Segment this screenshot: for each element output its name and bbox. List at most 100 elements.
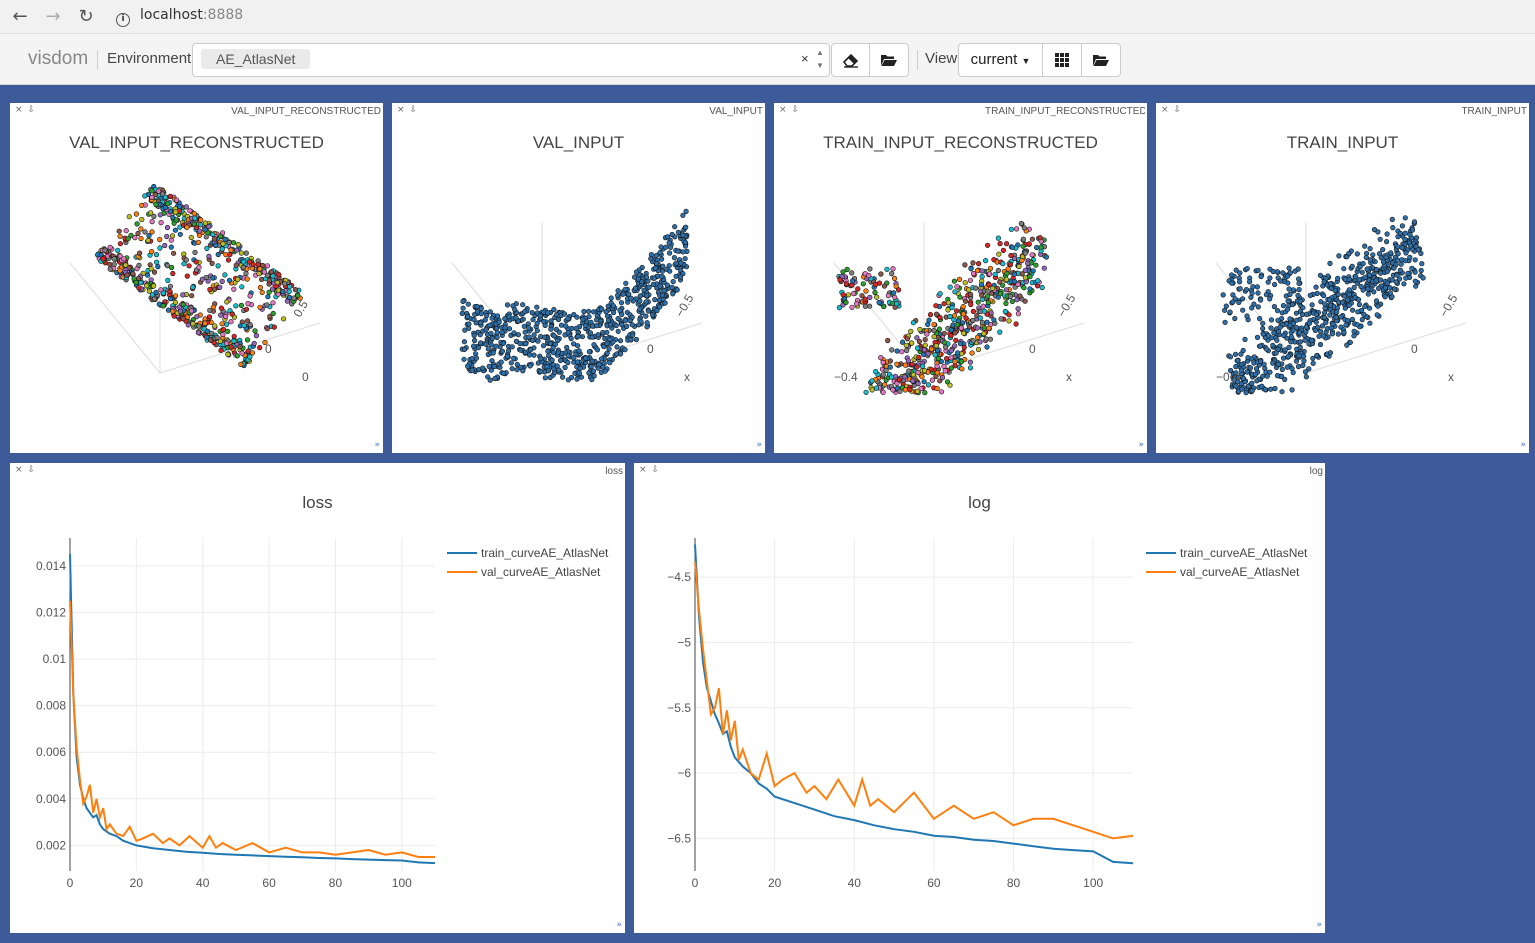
scatter-3d-plot[interactable]: −0.5 0 x — [392, 103, 765, 453]
repack-button[interactable] — [1042, 43, 1082, 77]
environment-select[interactable]: AE_AtlasNet × ▲ ▼ — [192, 43, 830, 77]
scatter-3d-plot[interactable]: −0.5 0 x −0.4 — [774, 103, 1147, 453]
back-arrow-icon[interactable]: ← — [12, 6, 28, 27]
pane-controls[interactable]: ×⇩ — [15, 105, 40, 115]
legend-label[interactable]: val_curveAE_AtlasNet — [1180, 565, 1300, 579]
pane-controls[interactable]: ×⇩ — [779, 105, 804, 115]
pane-log[interactable]: ×⇩ log log 0 20 40 60 80 100 −6.5 −6 −5.5 −5 −4.5 t… — [634, 463, 1325, 933]
scatter-3d-plot[interactable]: 0.500 — [10, 103, 383, 453]
scatter-point — [1384, 239, 1390, 245]
resize-handle-icon[interactable]: » — [756, 440, 762, 450]
legend-label[interactable]: train_curveAE_AtlasNet — [1180, 546, 1308, 560]
scatter-point — [1257, 358, 1264, 364]
scatter-point — [1408, 243, 1414, 249]
resize-handle-icon[interactable]: » — [1316, 920, 1322, 930]
resize-handle-icon[interactable]: » — [616, 920, 622, 930]
eraser-button[interactable] — [831, 43, 870, 77]
scatter-point — [206, 223, 212, 230]
scatter-point — [1360, 261, 1366, 267]
scatter-point — [204, 328, 211, 334]
scatter-point — [146, 288, 152, 294]
download-pane-icon[interactable]: ⇩ — [651, 465, 665, 475]
line-chart[interactable]: 0 20 40 60 80 100 −6.5 −6 −5.5 −5 −4.5 train_curveA… — [634, 463, 1325, 933]
close-pane-icon[interactable]: × — [15, 465, 28, 475]
open-view-button[interactable] — [1081, 43, 1121, 77]
close-pane-icon[interactable]: × — [1161, 105, 1174, 115]
scatter-point — [563, 323, 569, 329]
scatter-point — [1245, 355, 1251, 361]
resize-handle-icon[interactable]: » — [1138, 440, 1144, 450]
pane-train-input[interactable]: ×⇩ TRAIN_INPUT TRAIN_INPUT −0.5 0 x −0.4 » — [1156, 103, 1529, 453]
pane-loss[interactable]: ×⇩ loss loss 0 20 40 60 80 100 0.002 0.004 0.006… — [10, 463, 625, 933]
pane-val-input[interactable]: ×⇩ VAL_INPUT VAL_INPUT −0.5 0 x » — [392, 103, 765, 453]
clear-environment-icon[interactable]: × — [801, 51, 809, 66]
scatter-point — [215, 251, 221, 258]
pane-controls[interactable]: ×⇩ — [1161, 105, 1186, 115]
scatter-point — [1285, 298, 1291, 304]
scatter-point — [571, 312, 577, 318]
series-line[interactable] — [694, 544, 1134, 865]
scatter-point — [1247, 365, 1253, 371]
scatter-point — [849, 282, 855, 288]
pane-train-input-reconstructed[interactable]: ×⇩ TRAIN_INPUT_RECONSTRUCTED TRAIN_INPUT… — [774, 103, 1147, 453]
scatter-point — [528, 347, 534, 353]
download-pane-icon[interactable]: ⇩ — [1173, 105, 1187, 115]
scatter-point — [646, 284, 652, 290]
scatter-point — [500, 340, 506, 346]
scatter-point — [238, 361, 244, 368]
scatter-point — [1016, 263, 1022, 270]
close-pane-icon[interactable]: × — [397, 105, 410, 115]
legend-label[interactable]: train_curveAE_AtlasNet — [481, 546, 609, 560]
site-info-icon[interactable]: i — [116, 13, 130, 27]
scatter-point — [948, 355, 954, 361]
scatter-point — [937, 314, 943, 321]
pane-val-input-reconstructed[interactable]: ×⇩ VAL_INPUT_RECONSTRUCTED VAL_INPUT_REC… — [10, 103, 383, 453]
close-pane-icon[interactable]: × — [15, 105, 28, 115]
series-line[interactable] — [69, 554, 436, 865]
axis-tick-label: −0.4 — [1216, 370, 1240, 384]
pane-name: VAL_INPUT_RECONSTRUCTED — [231, 106, 381, 117]
close-pane-icon[interactable]: × — [779, 105, 792, 115]
series-line[interactable] — [69, 600, 435, 858]
scatter-point — [1418, 250, 1424, 256]
scatter-point — [1229, 280, 1235, 286]
scatter-point — [1003, 287, 1009, 293]
download-pane-icon[interactable]: ⇩ — [791, 105, 805, 115]
address-bar[interactable]: i localhost:8888 — [116, 7, 243, 27]
scatter-3d-plot[interactable]: −0.5 0 x −0.4 — [1156, 103, 1529, 453]
resize-handle-icon[interactable]: » — [374, 440, 380, 450]
scatter-point — [1357, 264, 1363, 270]
environment-tag[interactable]: AE_AtlasNet — [201, 49, 311, 69]
line-chart[interactable]: 0 20 40 60 80 100 0.002 0.004 0.006 0.008 0.01 0.01… — [10, 463, 625, 933]
reload-icon[interactable]: ↻ — [78, 6, 94, 27]
scatter-point — [270, 300, 276, 306]
download-pane-icon[interactable]: ⇩ — [27, 105, 41, 115]
resize-handle-icon[interactable]: » — [1520, 440, 1526, 450]
scatter-point — [1384, 269, 1390, 275]
scatter-point — [925, 351, 931, 357]
scatter-point — [531, 332, 537, 338]
download-pane-icon[interactable]: ⇩ — [27, 465, 41, 475]
download-pane-icon[interactable]: ⇩ — [409, 105, 423, 115]
scatter-point — [1270, 360, 1276, 366]
open-env-button[interactable] — [869, 43, 909, 77]
forward-arrow-icon[interactable]: → — [45, 6, 61, 27]
close-pane-icon[interactable]: × — [639, 465, 652, 475]
axis-tick-label: 0 — [1411, 342, 1418, 356]
pane-controls[interactable]: ×⇩ — [397, 105, 422, 115]
pane-controls[interactable]: ×⇩ — [15, 465, 40, 475]
scatter-point — [872, 281, 879, 288]
scatter-point — [557, 357, 564, 363]
pane-name: VAL_INPUT — [709, 106, 763, 117]
scatter-point — [908, 328, 914, 334]
series-line[interactable] — [694, 561, 1134, 840]
environment-spinner-icon[interactable]: ▲ ▼ — [816, 48, 824, 70]
view-select[interactable]: current ▼ — [958, 43, 1043, 77]
scatter-point — [549, 357, 555, 363]
scatter-point — [887, 364, 893, 370]
scatter-point — [167, 288, 173, 295]
scatter-point — [1043, 254, 1050, 260]
legend-label[interactable]: val_curveAE_AtlasNet — [481, 565, 601, 579]
scatter-point — [273, 283, 279, 289]
pane-controls[interactable]: ×⇩ — [639, 465, 664, 475]
